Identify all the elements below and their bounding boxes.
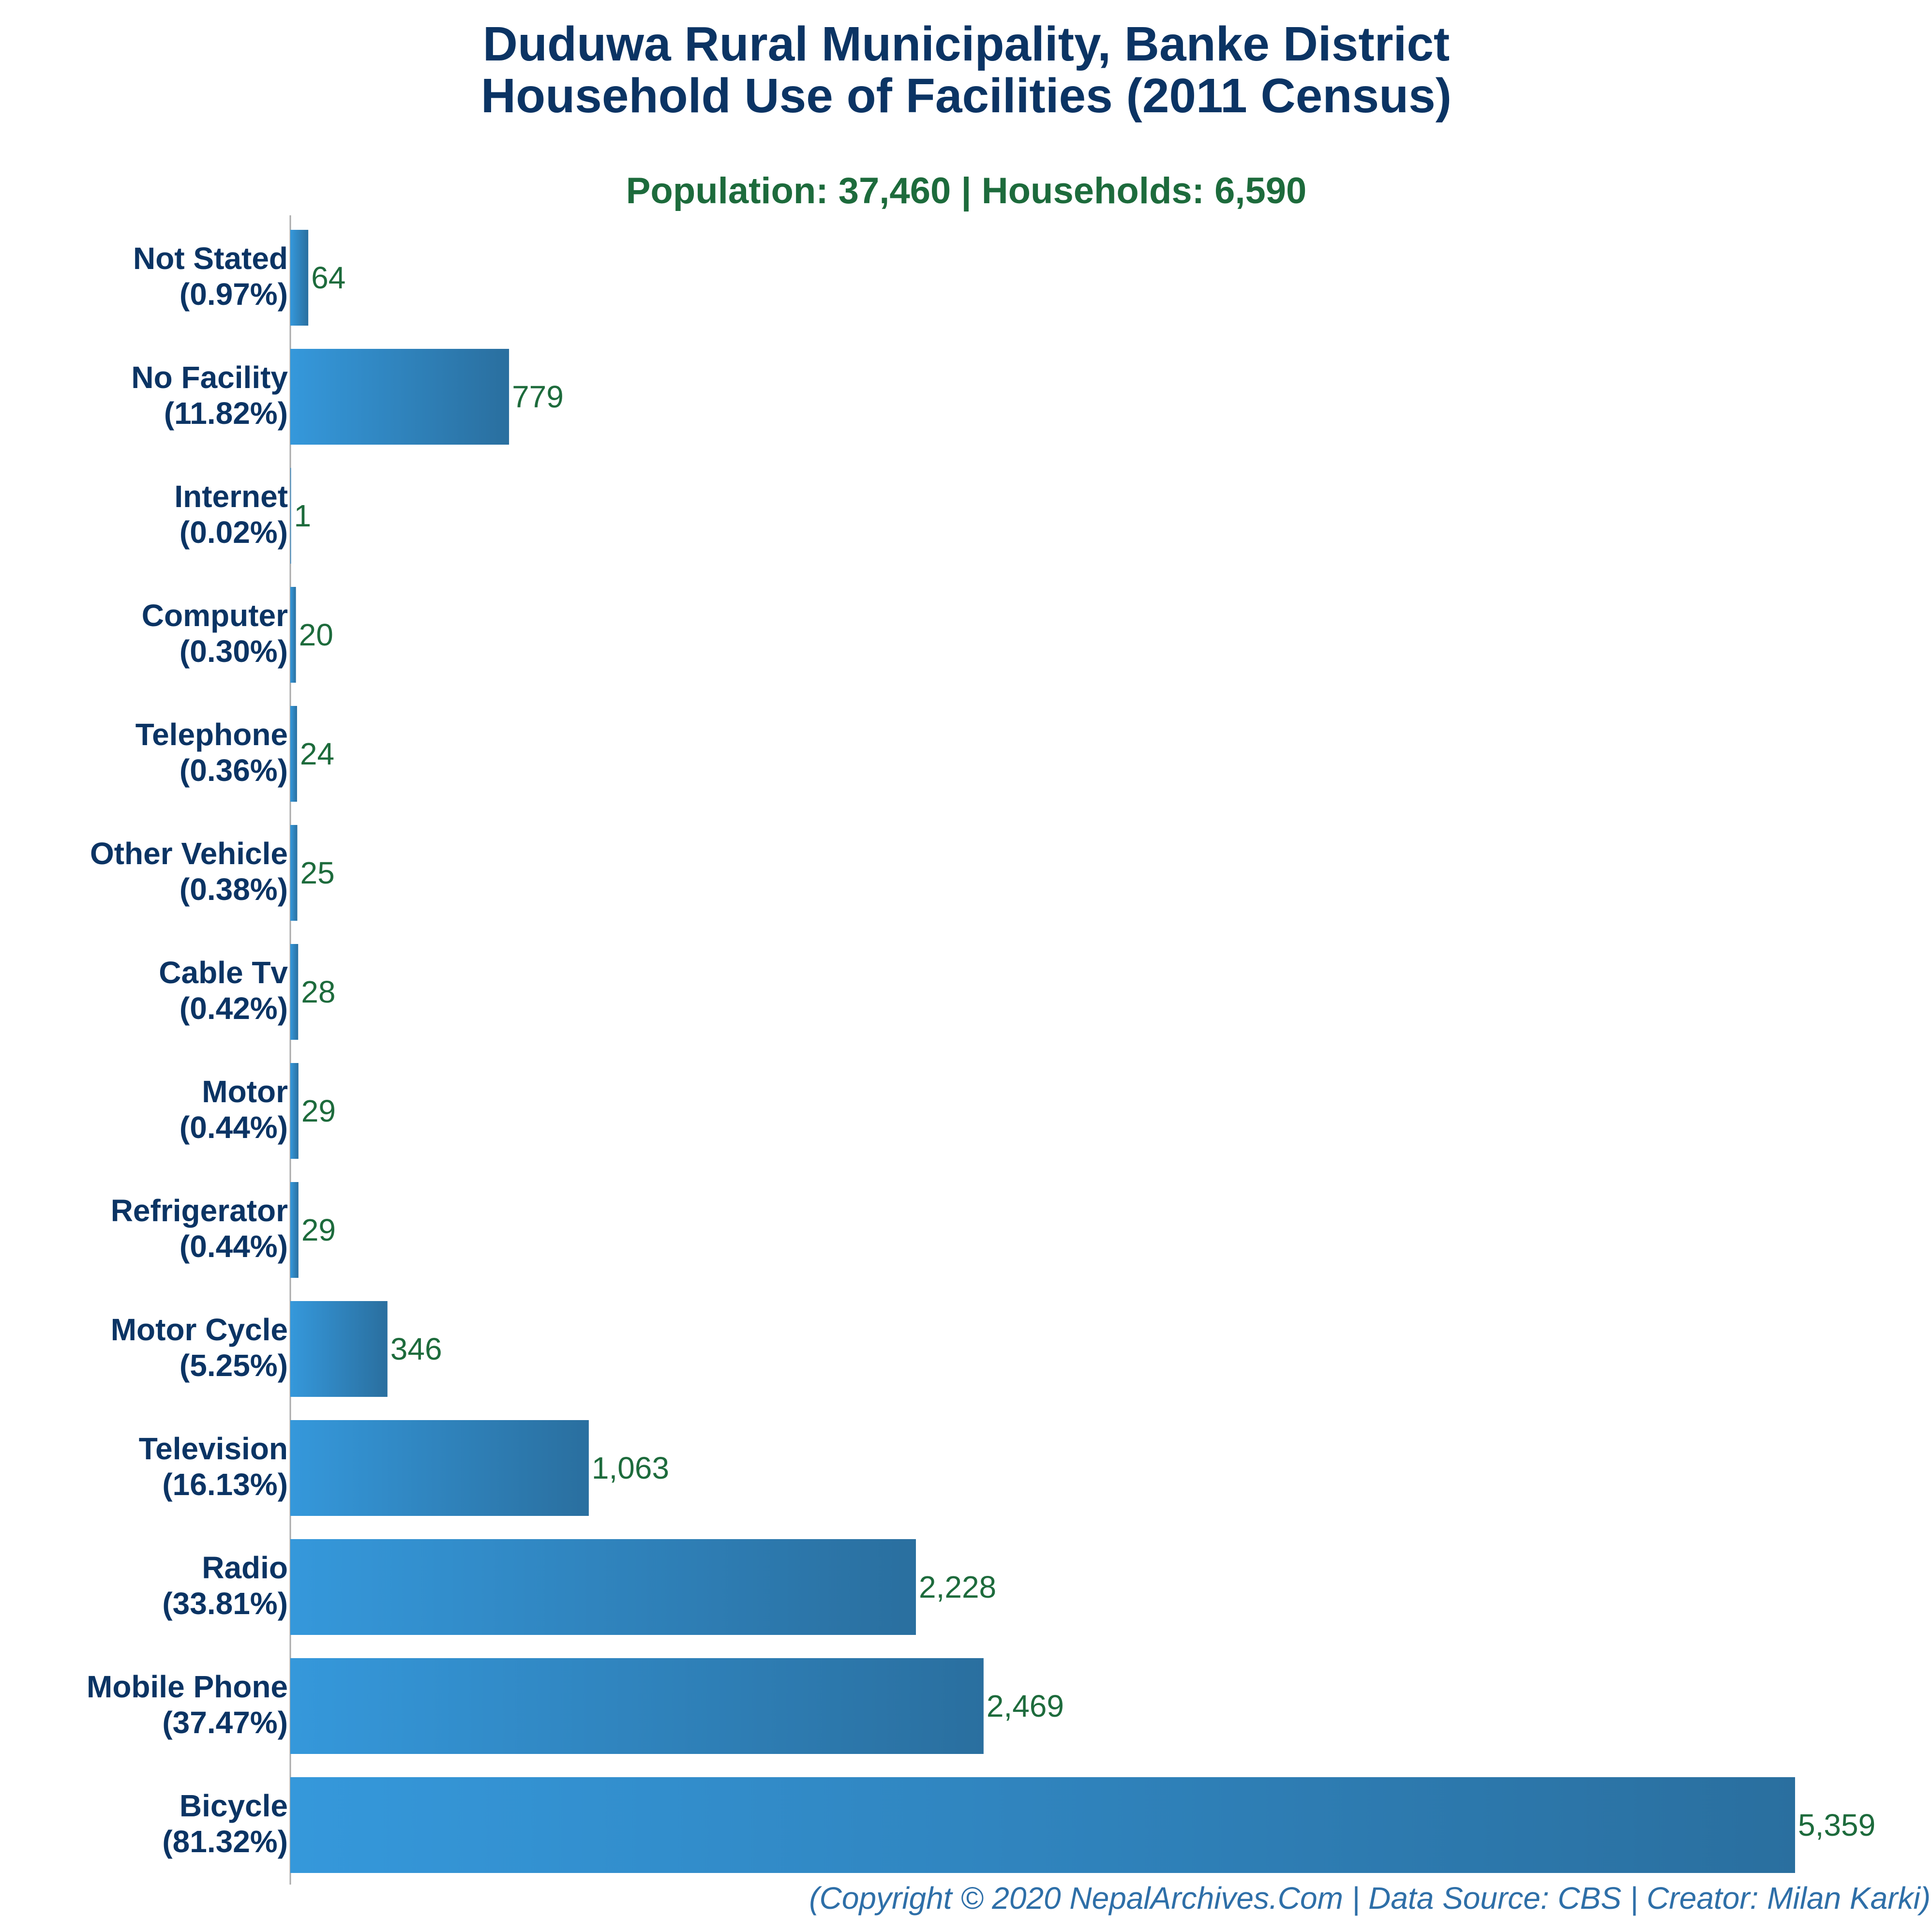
category-percent-label: (0.36%) [180,753,288,788]
category-percent-label: (0.44%) [180,1229,288,1264]
category-label: Mobile Phone [87,1669,288,1704]
bar-other-vehicle [290,825,298,921]
bar-motor-cycle [290,1301,388,1397]
bar-no-facility [290,349,509,445]
bar-value-label: 29 [301,1093,336,1128]
bar-value-label: 2,469 [987,1689,1064,1723]
chart-subtitle: Population: 37,460 | Households: 6,590 [626,170,1307,212]
category-percent-label: (0.38%) [180,872,288,907]
bar-value-label: 25 [300,855,335,890]
bars-group: Not Stated(0.97%) 64 No Facility(11.82%) 77… [87,230,1875,1873]
bar-value-label: 28 [301,974,335,1009]
category-percent-label: (11.82%) [164,396,288,431]
category-label: Motor Cycle [111,1312,288,1347]
footer-credit: (Copyright © 2020 NepalArchives.Com | Da… [809,1881,1931,1916]
bar-bicycle [290,1777,1795,1873]
bar-value-label: 24 [300,736,334,771]
category-label: Internet [174,479,288,514]
bar-value-label: 1 [294,498,312,533]
bar-value-label: 5,359 [1798,1808,1875,1842]
category-percent-label: (0.30%) [180,634,288,669]
category-percent-label: (0.97%) [180,277,288,312]
category-percent-label: (33.81%) [162,1586,288,1621]
category-label: Not Stated [133,241,288,276]
bar-mobile-phone [290,1658,984,1754]
category-percent-label: (0.44%) [180,1110,288,1145]
bar-television [290,1420,589,1516]
category-percent-label: (0.42%) [180,991,288,1026]
category-label: Radio [202,1550,288,1585]
category-percent-label: (37.47%) [162,1705,288,1740]
bar-cable-tv [290,944,299,1040]
chart-title-line1: Duduwa Rural Municipality, Banke Distric… [483,17,1450,71]
category-label: Refrigerator [111,1193,288,1228]
category-percent-label: (0.02%) [180,515,288,550]
bar-value-label: 346 [390,1332,442,1366]
bar-value-label: 64 [311,260,345,295]
bar-value-label: 779 [512,379,564,414]
category-percent-label: (5.25%) [180,1348,288,1383]
bar-value-label: 20 [299,617,333,652]
category-label: Television [139,1431,288,1466]
bar-value-label: 1,063 [592,1451,669,1485]
category-percent-label: (16.13%) [162,1467,288,1502]
bar-refrigerator [290,1182,299,1278]
category-label: Motor [202,1074,288,1109]
bar-motor [290,1063,299,1159]
category-label: Bicycle [180,1788,288,1823]
category-percent-label: (81.32%) [162,1824,288,1859]
bar-internet [290,468,291,564]
category-label: Cable Tv [159,955,288,990]
bar-value-label: 2,228 [919,1570,996,1604]
category-label: Other Vehicle [90,836,288,871]
bar-not-stated [290,230,309,326]
category-label: Telephone [135,717,288,752]
bar-computer [290,587,296,683]
category-label: No Facility [131,360,288,395]
chart-title-line2: Household Use of Facilities (2011 Census… [481,69,1452,123]
bar-radio [290,1539,916,1635]
bar-value-label: 29 [301,1213,336,1247]
category-label: Computer [142,598,288,633]
bar-telephone [290,706,297,802]
